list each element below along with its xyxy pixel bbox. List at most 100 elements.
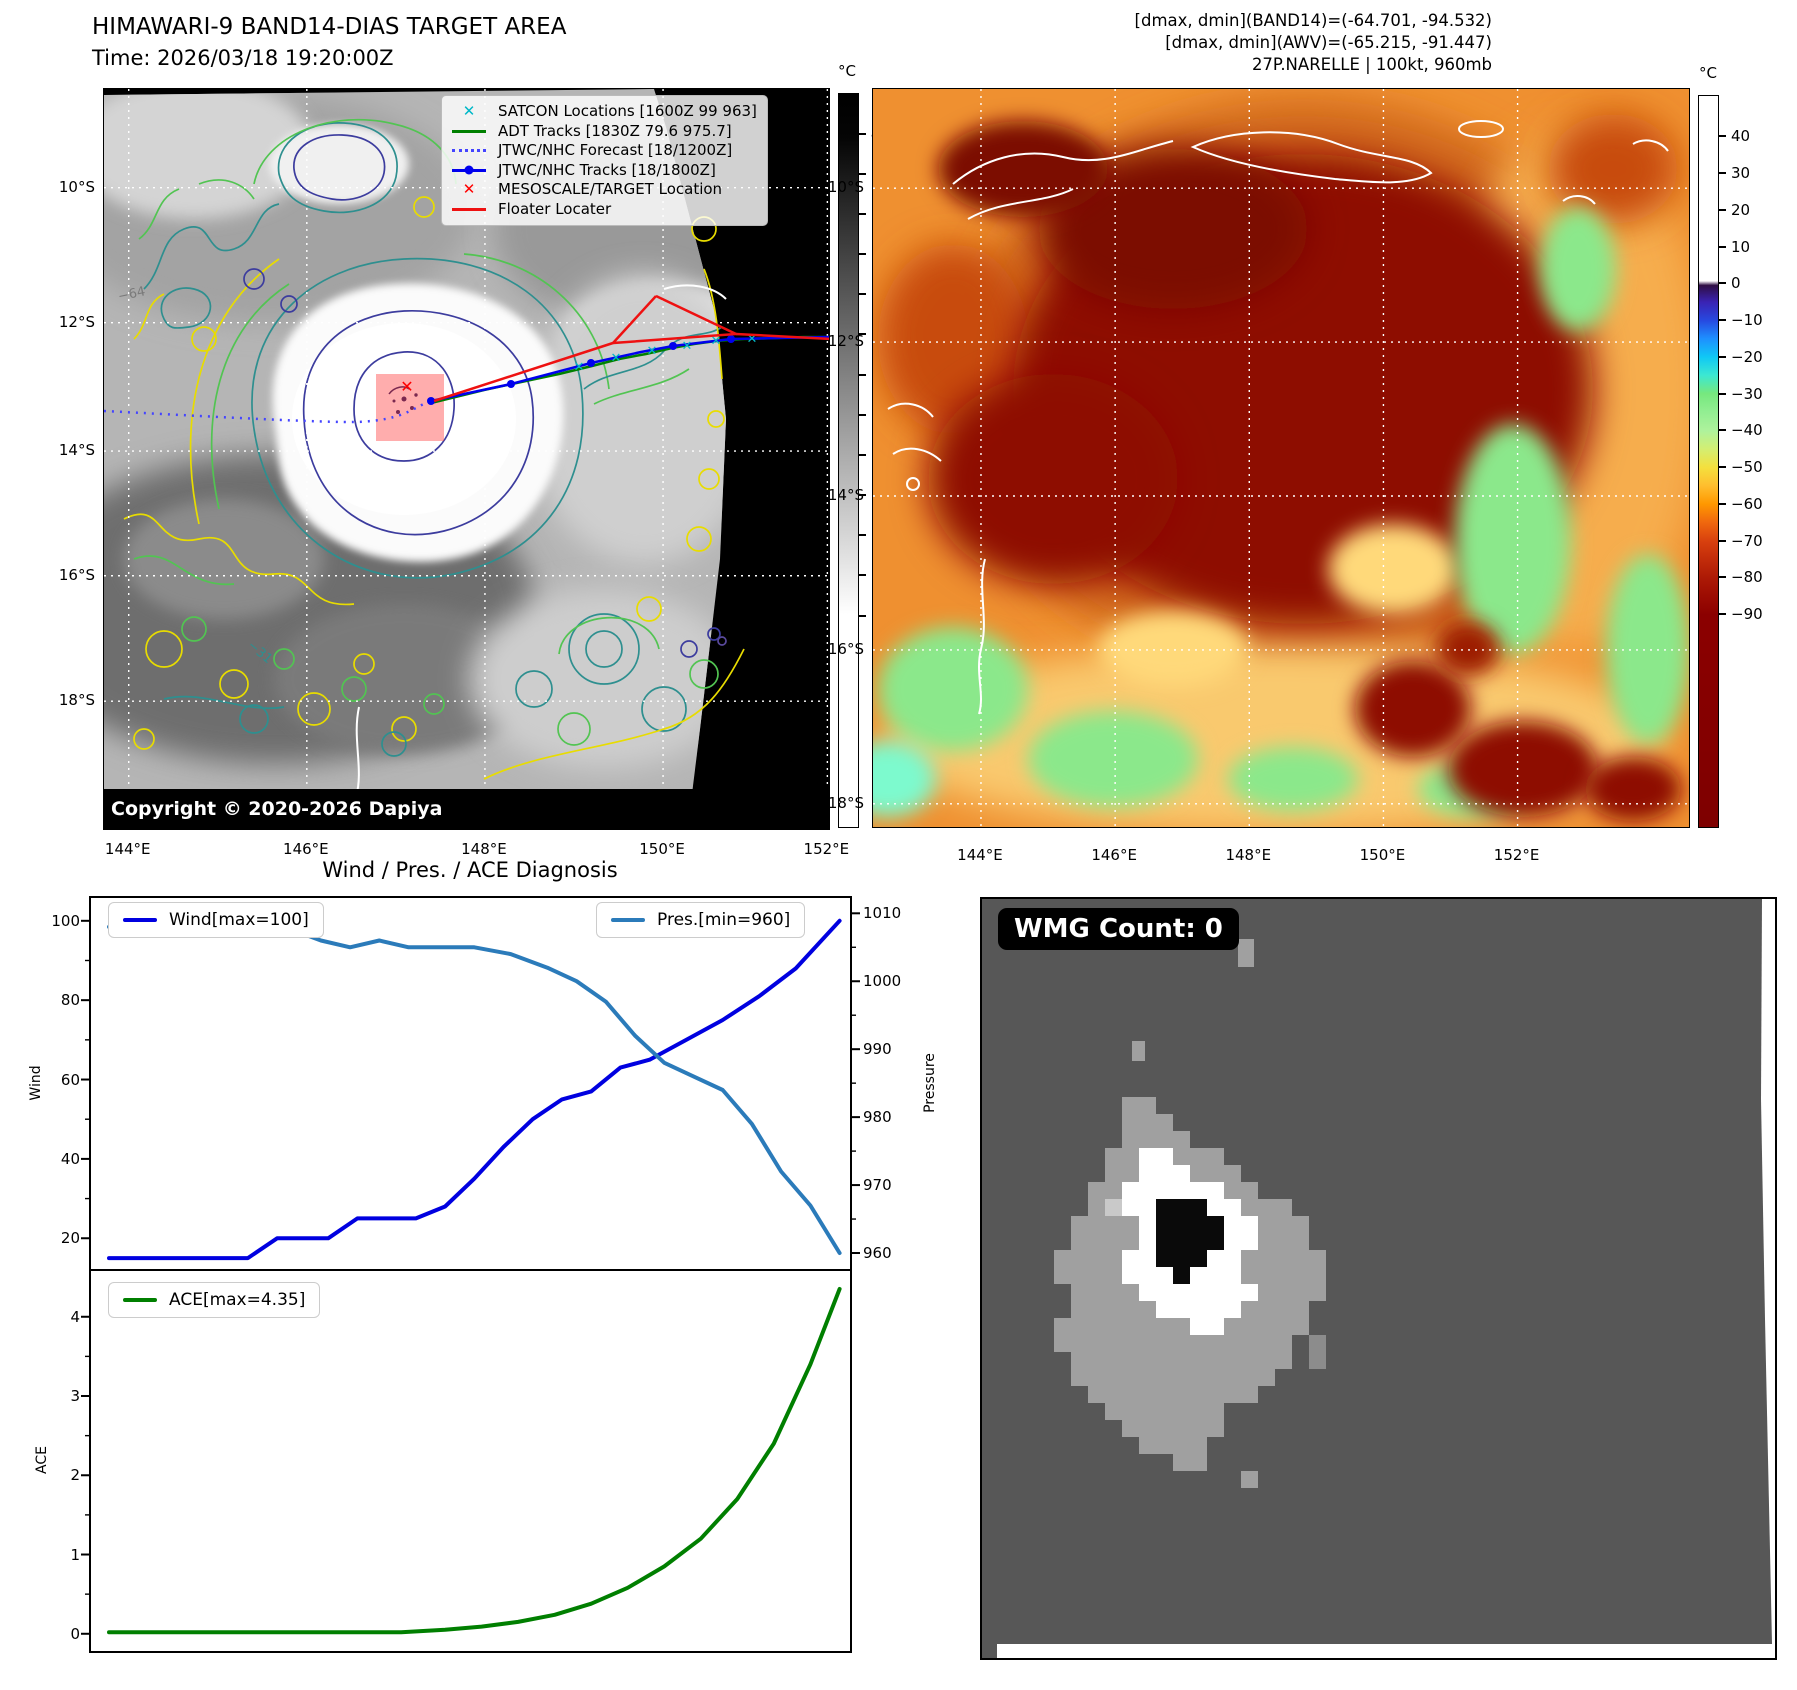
wind-pressure-chart bbox=[81, 896, 860, 1271]
y-tick-label: 20 bbox=[60, 1229, 80, 1248]
ace-axis-label: ACE bbox=[34, 1446, 50, 1474]
graticule bbox=[104, 89, 829, 829]
lon-tick-label: 150°E bbox=[639, 840, 685, 858]
awv-header: [dmax, dmin](BAND14)=(-64.701, -94.532) … bbox=[1135, 10, 1492, 76]
wind-axis-label: Wind bbox=[28, 1065, 44, 1101]
colorbar-tick: −80 bbox=[1718, 568, 1763, 586]
bottom-black-band bbox=[104, 789, 829, 829]
lat-tick-label: 12°S bbox=[58, 312, 95, 331]
svg-text:✕: ✕ bbox=[574, 360, 585, 375]
svg-text:✕: ✕ bbox=[682, 339, 693, 354]
legend-row: ✕ MESOSCALE/TARGET Location bbox=[462, 180, 723, 198]
y-tick-label: 40 bbox=[60, 1149, 80, 1168]
colorbar-tick: 30 bbox=[1718, 164, 1750, 182]
lat-tick-label: 14°S bbox=[827, 486, 864, 504]
colorbar-tick: −90 bbox=[1718, 605, 1763, 623]
graticule bbox=[873, 89, 1689, 827]
ace-legend-label: ACE[max=4.35] bbox=[169, 1290, 306, 1310]
lat-tick-label: 18°S bbox=[58, 691, 95, 710]
ace-legend-line bbox=[123, 1297, 157, 1303]
ace-legend: ACE[max=4.35] bbox=[108, 1282, 321, 1318]
svg-text:✕: ✕ bbox=[611, 351, 622, 366]
colorbar-tick: −20 bbox=[1718, 348, 1763, 366]
lat-tick-label: 16°S bbox=[58, 565, 95, 584]
wmg-count-badge: WMG Count: 0 bbox=[998, 908, 1239, 950]
y-tick-label: 2 bbox=[70, 1466, 80, 1485]
lat-tick-label: 16°S bbox=[827, 639, 864, 658]
lon-tick-label: 144°E bbox=[104, 840, 151, 858]
band14-title: HIMAWARI-9 BAND14-DIAS TARGET AREA bbox=[92, 14, 567, 40]
pressure-legend: Pres.[min=960] bbox=[596, 902, 806, 938]
band14-time: Time: 2026/03/18 19:20:00Z bbox=[92, 46, 394, 70]
legend-row: JTWC/NHC Forecast [18/1200Z] bbox=[450, 141, 757, 161]
copyright-text: Copyright © 2020-2026 Dapiya bbox=[111, 798, 443, 820]
colorbar-tick: 0 bbox=[1718, 274, 1741, 292]
pressure-legend-label: Pres.[min=960] bbox=[657, 910, 791, 930]
storm-center-pixels bbox=[388, 386, 418, 414]
colorbar-tick: −10 bbox=[1718, 311, 1763, 329]
jtwc-track-markers bbox=[427, 335, 735, 405]
colorbar-tick: −70 bbox=[1718, 532, 1763, 550]
diagnosis-title: Wind / Pres. / ACE Diagnosis bbox=[322, 858, 618, 882]
lat-tick-label: 14°S bbox=[58, 441, 95, 460]
y-tick-label: 1000 bbox=[863, 972, 902, 991]
y-tick-label: 0 bbox=[70, 1624, 80, 1643]
y-tick-label: 1 bbox=[70, 1545, 80, 1564]
awv-satellite-image bbox=[873, 89, 1689, 827]
dmax-band14-line: [dmax, dmin](BAND14)=(-64.701, -94.532) bbox=[1134, 11, 1492, 30]
dmax-awv-line: [dmax, dmin](AWV)=(-65.215, -91.447) bbox=[1165, 33, 1492, 52]
legend-row: ✕ SATCON Locations [1600Z 99 963] bbox=[462, 102, 757, 120]
y-tick-label: 970 bbox=[863, 1176, 892, 1195]
pressure-axis-label: Pressure bbox=[922, 1053, 938, 1113]
lon-tick-label: 152°E bbox=[803, 840, 850, 858]
legend-row: ADT Tracks [1830Z 79.6 975.7] bbox=[450, 122, 757, 142]
colorbar-tick: −50 bbox=[1718, 458, 1763, 476]
colorbar-unit: °C bbox=[1699, 64, 1717, 82]
lon-tick-label: 148°E bbox=[1225, 846, 1272, 864]
mesoscale-target-marker: ✕ bbox=[400, 377, 413, 396]
storm-name-line: 27P.NARELLE | 100kt, 960mb bbox=[1251, 55, 1492, 74]
warm-green-regions bbox=[873, 207, 1689, 817]
wmg-image bbox=[982, 899, 1775, 1658]
y-tick-label: 960 bbox=[863, 1244, 892, 1262]
lat-tick-label: 10°S bbox=[827, 178, 864, 197]
svg-text:✕: ✕ bbox=[711, 334, 722, 349]
ace-chart bbox=[81, 1269, 852, 1653]
wmg-panel: WMG Count: 0 bbox=[980, 897, 1777, 1660]
lon-tick-label: 148°E bbox=[461, 840, 507, 858]
y-tick-label: 60 bbox=[60, 1070, 80, 1089]
awv-map bbox=[872, 88, 1690, 828]
coastline bbox=[887, 120, 1669, 715]
wind-legend-line bbox=[123, 917, 157, 923]
svg-text:✕: ✕ bbox=[647, 344, 658, 359]
lat-tick-label: 10°S bbox=[58, 177, 95, 196]
lon-tick-label: 144°E bbox=[957, 846, 1003, 864]
colorbar-tick: 40 bbox=[1718, 127, 1750, 145]
floater-locater-line bbox=[433, 294, 829, 403]
lon-tick-label: 146°E bbox=[283, 840, 329, 858]
awv-colorbar: 40 30 20 10 0 −10 −20 −30 −40 −50 −60 −70 −80 −90 bbox=[1698, 95, 1763, 828]
pressure-legend-line bbox=[611, 917, 645, 923]
y-tick-label: 1010 bbox=[863, 904, 902, 923]
lon-tick-label: 150°E bbox=[1359, 846, 1406, 864]
satcon-markers: ✕ ✕ ✕ ✕ ✕ ✕ bbox=[574, 332, 758, 375]
y-tick-label: 3 bbox=[70, 1387, 80, 1405]
lat-tick-label: 12°S bbox=[827, 332, 864, 351]
colorbar-unit: °C bbox=[838, 62, 856, 80]
target-area-box bbox=[376, 374, 444, 441]
lat-tick-label: 18°S bbox=[827, 793, 864, 812]
svg-text:✕: ✕ bbox=[747, 332, 758, 347]
lon-tick-label: 146°E bbox=[1091, 846, 1137, 864]
colorbar-tick: 10 bbox=[1718, 238, 1750, 256]
wind-legend-label: Wind[max=100] bbox=[169, 910, 309, 930]
lon-tick-label: 152°E bbox=[1493, 846, 1540, 864]
y-tick-label: 80 bbox=[60, 991, 80, 1010]
legend-row: JTWC/NHC Tracks [18/1800Z] bbox=[450, 161, 757, 181]
colorbar-tick: −60 bbox=[1718, 495, 1763, 513]
colorbar-tick: −40 bbox=[1718, 421, 1763, 439]
y-tick-label: 990 bbox=[863, 1040, 892, 1059]
y-tick-label: 100 bbox=[51, 911, 80, 930]
colorbar-tick: 20 bbox=[1718, 201, 1750, 219]
